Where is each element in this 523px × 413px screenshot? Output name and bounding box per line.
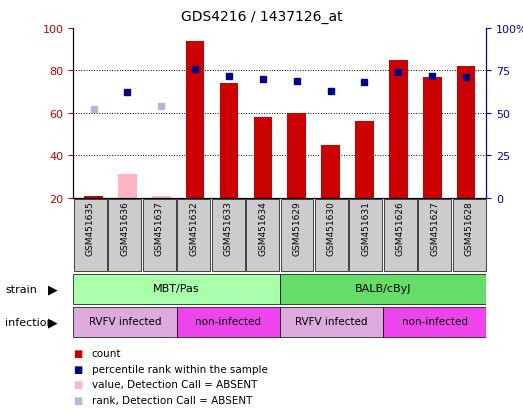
Bar — [281, 200, 313, 271]
Text: strain: strain — [5, 284, 37, 294]
Bar — [177, 307, 280, 337]
Bar — [383, 307, 486, 337]
Bar — [152, 196, 170, 198]
Text: GSM451627: GSM451627 — [430, 200, 439, 255]
Bar — [143, 200, 176, 271]
Text: GSM451632: GSM451632 — [189, 200, 198, 255]
Text: GSM451633: GSM451633 — [224, 200, 233, 255]
Text: GSM451637: GSM451637 — [155, 200, 164, 255]
Bar — [280, 307, 383, 337]
Bar — [108, 200, 141, 271]
Bar — [246, 200, 279, 271]
Text: ▶: ▶ — [48, 282, 57, 296]
Text: ■: ■ — [73, 380, 83, 389]
Text: GSM451631: GSM451631 — [361, 200, 370, 255]
Bar — [321, 145, 340, 198]
Bar — [177, 200, 210, 271]
Text: GSM451629: GSM451629 — [292, 200, 302, 255]
Bar — [118, 175, 137, 198]
Bar — [315, 200, 348, 271]
Text: infection: infection — [5, 317, 54, 327]
Text: GDS4216 / 1437126_at: GDS4216 / 1437126_at — [180, 10, 343, 24]
Bar — [280, 274, 486, 304]
Text: GSM451634: GSM451634 — [258, 200, 267, 255]
Bar — [423, 78, 441, 198]
Text: RVFV infected: RVFV infected — [88, 316, 161, 326]
Bar — [349, 200, 382, 271]
Text: GSM451636: GSM451636 — [120, 200, 129, 255]
Text: GSM451630: GSM451630 — [327, 200, 336, 255]
Text: non-infected: non-infected — [402, 316, 468, 326]
Text: ■: ■ — [73, 348, 83, 358]
Text: RVFV infected: RVFV infected — [295, 316, 368, 326]
Bar — [73, 274, 280, 304]
Text: ■: ■ — [73, 364, 83, 374]
Text: value, Detection Call = ABSENT: value, Detection Call = ABSENT — [92, 380, 257, 389]
Text: percentile rank within the sample: percentile rank within the sample — [92, 364, 267, 374]
Bar — [84, 196, 103, 198]
Text: ■: ■ — [73, 395, 83, 405]
Text: non-infected: non-infected — [195, 316, 261, 326]
Text: rank, Detection Call = ABSENT: rank, Detection Call = ABSENT — [92, 395, 252, 405]
Bar — [73, 307, 177, 337]
Bar — [384, 200, 417, 271]
Text: GSM451626: GSM451626 — [396, 200, 405, 255]
Bar — [453, 200, 485, 271]
Bar — [457, 67, 475, 198]
Bar — [288, 114, 306, 198]
Text: MBT/Pas: MBT/Pas — [153, 283, 200, 293]
Text: ▶: ▶ — [48, 316, 57, 329]
Bar — [355, 122, 374, 198]
Text: GSM451635: GSM451635 — [86, 200, 95, 255]
Text: GSM451628: GSM451628 — [464, 200, 474, 255]
Bar — [74, 200, 107, 271]
Bar — [254, 118, 272, 198]
Text: count: count — [92, 348, 121, 358]
Bar — [389, 61, 407, 198]
Bar — [186, 42, 204, 198]
Text: BALB/cByJ: BALB/cByJ — [355, 283, 412, 293]
Bar — [212, 200, 245, 271]
Bar — [220, 84, 238, 198]
Bar — [418, 200, 451, 271]
